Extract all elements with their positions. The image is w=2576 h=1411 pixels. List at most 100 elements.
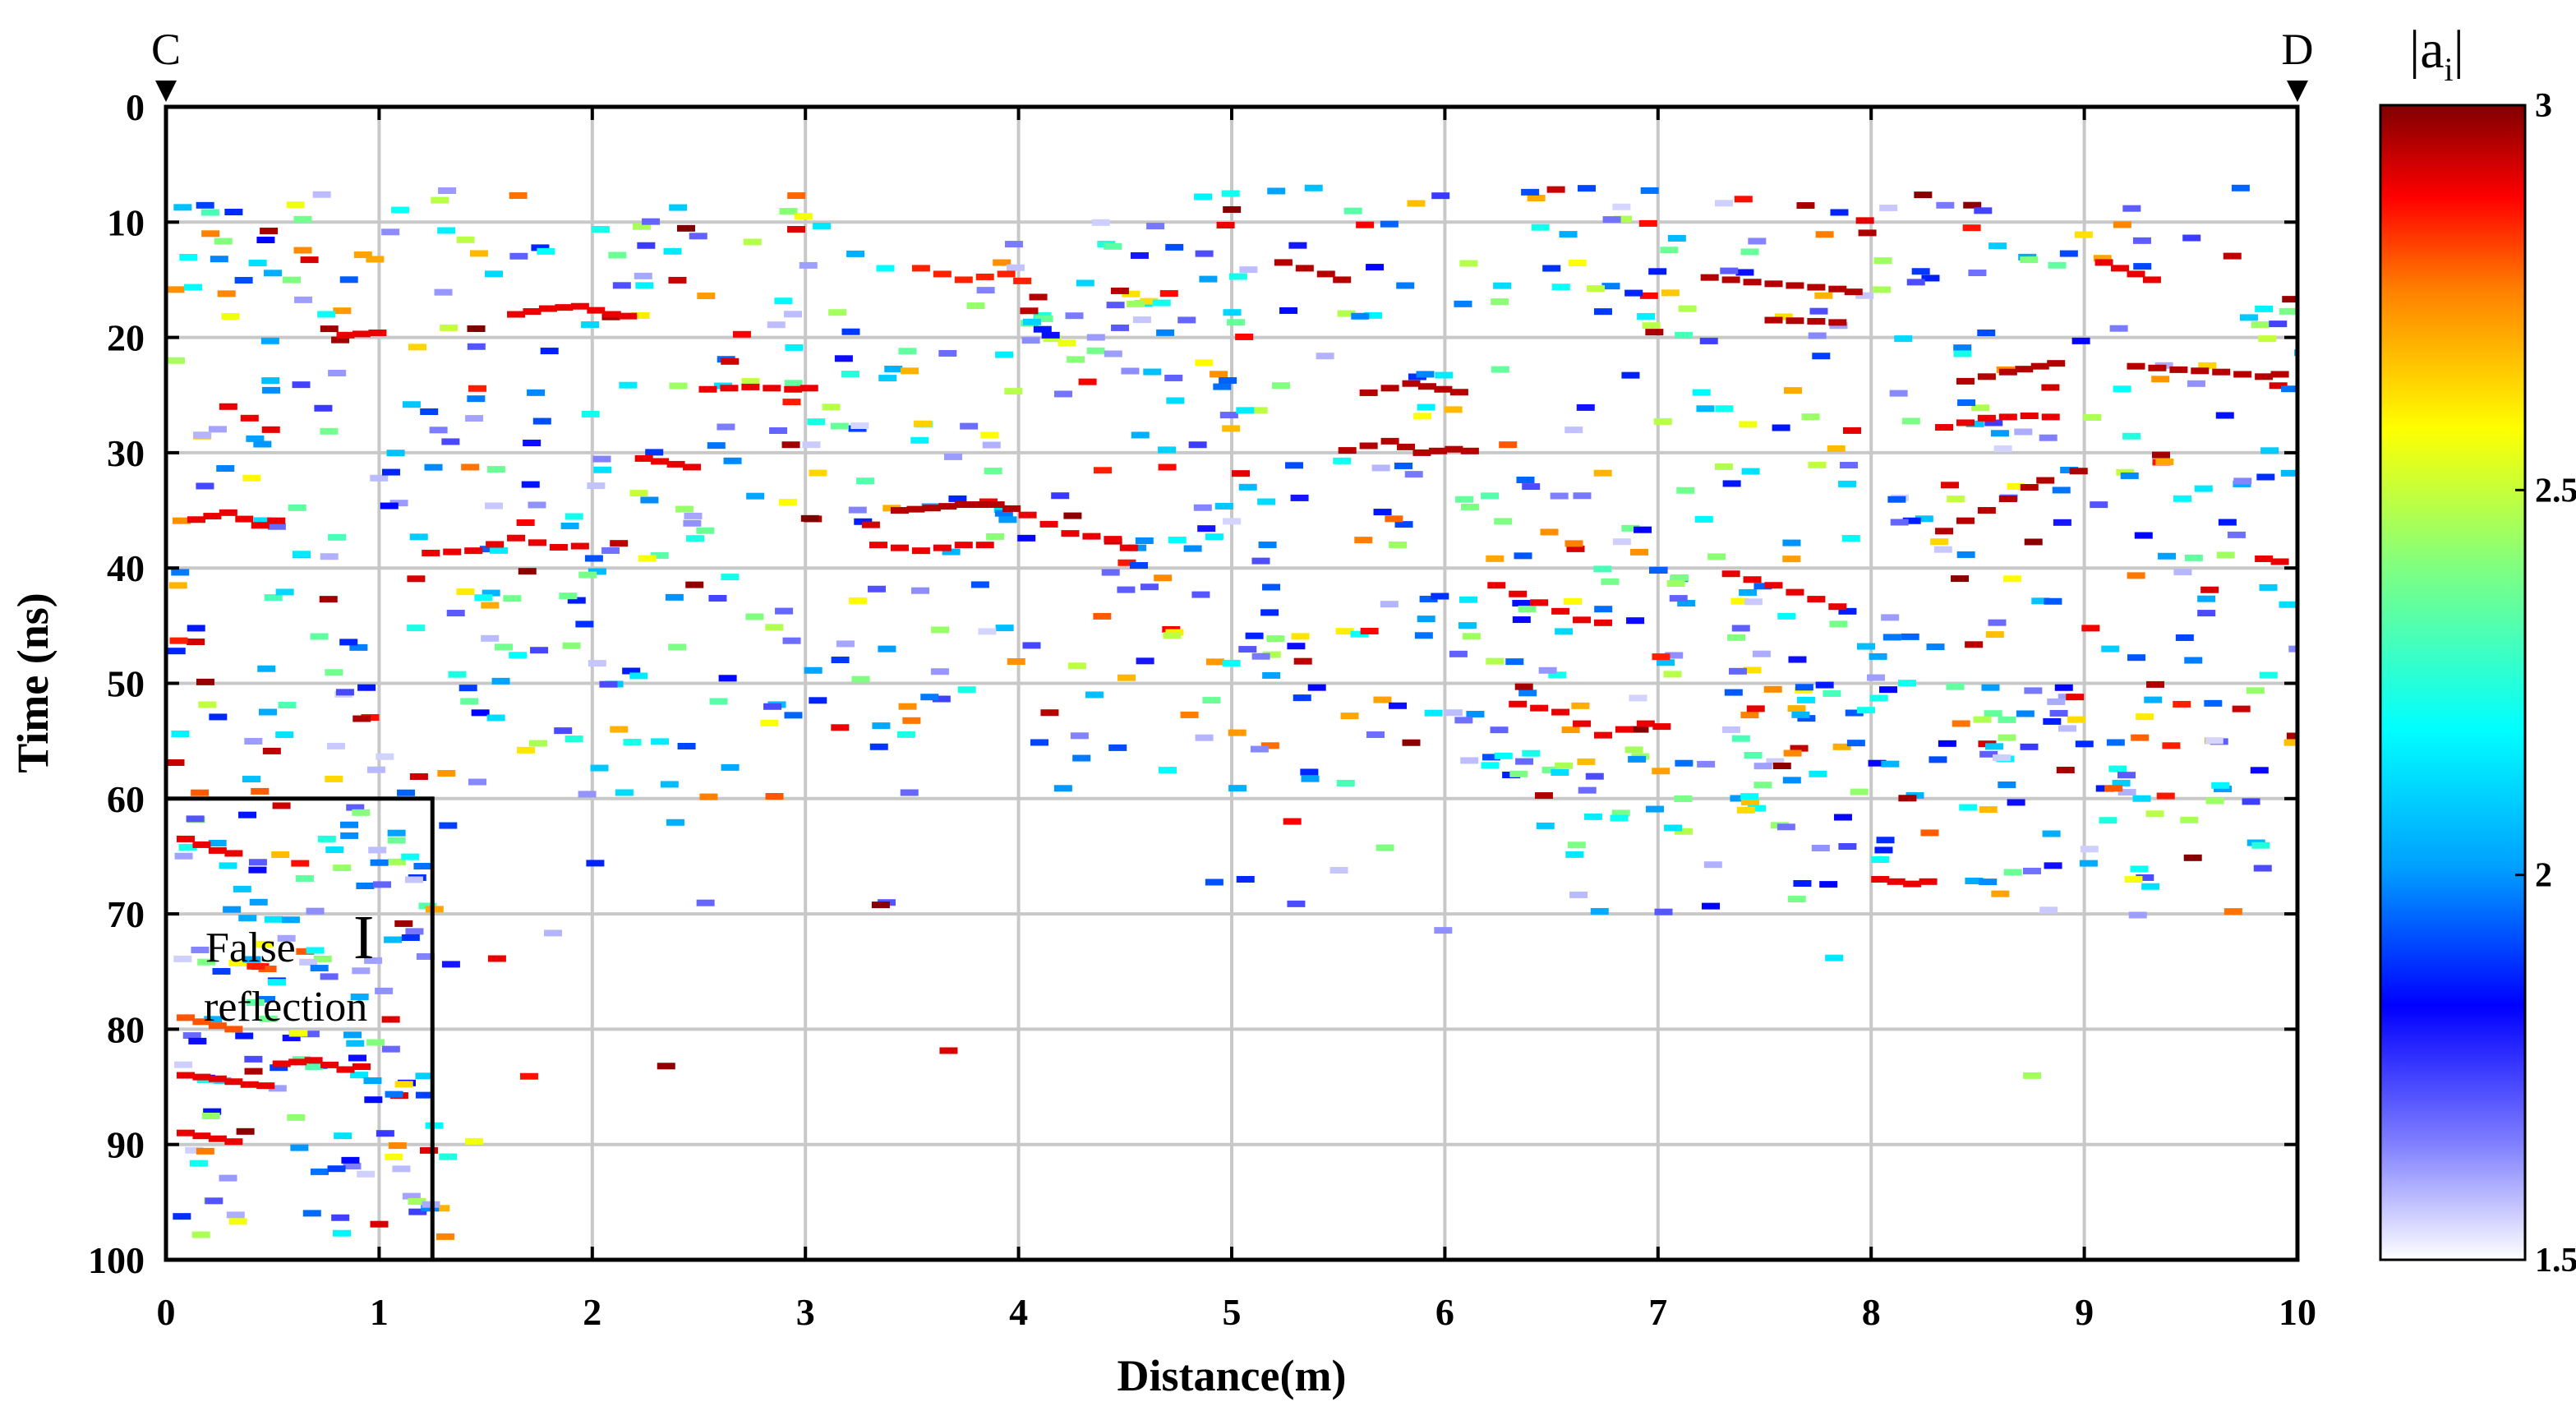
reflection-point bbox=[1250, 745, 1269, 753]
reflection-point bbox=[1628, 755, 1647, 763]
reflection-point bbox=[1602, 216, 1621, 224]
reflection-point bbox=[1402, 739, 1421, 746]
reflection-point bbox=[1959, 804, 1978, 811]
reflection-point bbox=[437, 227, 456, 234]
reflection-point bbox=[544, 929, 563, 937]
reflection-point bbox=[663, 247, 682, 255]
reflection-point bbox=[1675, 331, 1694, 339]
reflection-point bbox=[856, 477, 875, 485]
reflection-point bbox=[391, 206, 410, 214]
reflection-point bbox=[1219, 377, 1237, 385]
reflection-point bbox=[1845, 709, 1864, 717]
reflection-point bbox=[267, 523, 286, 530]
reflection-point bbox=[1131, 431, 1150, 439]
reflection-point bbox=[349, 643, 368, 651]
colorbar-title-sub: i bbox=[2445, 51, 2454, 88]
reflection-point bbox=[696, 899, 715, 906]
reflection-point bbox=[1965, 641, 1984, 648]
reflection-point bbox=[1380, 220, 1399, 228]
trace-segment bbox=[1530, 704, 1549, 712]
reflection-point bbox=[1855, 217, 1874, 224]
trace-segment bbox=[1509, 700, 1528, 708]
reflection-point bbox=[2031, 597, 2050, 605]
reflection-point bbox=[1739, 588, 1758, 596]
reflection-point bbox=[1881, 614, 1900, 621]
reflection-point bbox=[224, 209, 243, 216]
reflection-point bbox=[370, 1220, 389, 1228]
reflection-point bbox=[381, 1016, 400, 1023]
trace-segment bbox=[1807, 596, 1826, 603]
reflection-point bbox=[187, 639, 205, 646]
reflection-point bbox=[1744, 752, 1763, 759]
reflection-point bbox=[1965, 420, 1984, 427]
reflection-point bbox=[364, 957, 383, 964]
reflection-point bbox=[1624, 289, 1643, 297]
trace-segment bbox=[507, 534, 526, 542]
trace-segment bbox=[2169, 366, 2188, 373]
reflection-point bbox=[765, 624, 784, 631]
reflection-point bbox=[196, 201, 214, 209]
trace-segment bbox=[1338, 447, 1357, 454]
reflection-point bbox=[375, 987, 394, 994]
reflection-point bbox=[1998, 781, 2016, 788]
x-tick-label: 0 bbox=[157, 1291, 176, 1333]
reflection-point bbox=[259, 708, 278, 716]
reflection-point bbox=[1389, 702, 1408, 709]
x-tick-label: 9 bbox=[2075, 1291, 2094, 1333]
trace-segment bbox=[1573, 720, 1592, 727]
reflection-point bbox=[846, 250, 865, 257]
reflection-point bbox=[1990, 430, 2009, 437]
reflection-point bbox=[1053, 785, 1072, 792]
reflection-point bbox=[1731, 735, 1750, 742]
trace-segment bbox=[219, 509, 237, 516]
reflection-point bbox=[495, 643, 514, 651]
reflection-point bbox=[461, 463, 480, 471]
reflection-point bbox=[1183, 545, 1202, 552]
reflection-point bbox=[1329, 866, 1348, 874]
trace-segment bbox=[954, 501, 973, 509]
reflection-point bbox=[214, 237, 233, 245]
x-tick-label: 6 bbox=[1435, 1291, 1454, 1333]
reflection-point bbox=[523, 440, 541, 447]
reflection-point bbox=[1868, 759, 1887, 767]
trace-segment bbox=[320, 1061, 339, 1068]
trace-segment bbox=[1018, 511, 1037, 519]
reflection-point bbox=[1004, 388, 1023, 395]
reflection-point bbox=[1354, 537, 1373, 544]
reflection-point bbox=[567, 597, 586, 604]
trace-segment bbox=[954, 542, 973, 549]
reflection-point bbox=[310, 1168, 329, 1175]
reflection-point bbox=[2136, 874, 2154, 881]
reflection-point bbox=[270, 1064, 288, 1072]
trace-segment bbox=[933, 544, 952, 551]
x-axis-ticks: 0 1 2 3 4 5 6 7 8 9 10 bbox=[157, 107, 2316, 1333]
reflection-point bbox=[368, 846, 387, 854]
reflection-point bbox=[387, 837, 406, 844]
reflection-point bbox=[1373, 509, 1392, 516]
reflection-point bbox=[872, 722, 891, 730]
trace-segment bbox=[304, 1057, 323, 1064]
trace-segment bbox=[192, 1018, 211, 1026]
reflection-point bbox=[1965, 877, 1984, 884]
reflection-point bbox=[1555, 628, 1574, 635]
reflection-point bbox=[723, 457, 742, 464]
reflection-point bbox=[530, 647, 549, 654]
reflection-point bbox=[1811, 844, 1830, 851]
reflection-point bbox=[1953, 344, 1972, 352]
reflection-point bbox=[1571, 702, 1590, 709]
reflection-point bbox=[743, 238, 762, 246]
reflection-point bbox=[2117, 772, 2136, 779]
reflection-point bbox=[366, 1039, 385, 1046]
reflection-point bbox=[173, 955, 192, 962]
trace-segment bbox=[890, 544, 909, 551]
y-tick-label: 50 bbox=[107, 663, 145, 705]
reflection-point bbox=[637, 242, 656, 249]
reflection-point bbox=[219, 1174, 237, 1182]
reflection-point bbox=[2081, 625, 2100, 632]
reflection-point bbox=[1417, 616, 1435, 623]
reflection-point bbox=[289, 1030, 308, 1037]
reflection-point bbox=[782, 637, 801, 644]
reflection-point bbox=[696, 527, 715, 534]
reflection-point bbox=[1551, 284, 1570, 291]
reflection-point bbox=[2093, 255, 2112, 262]
